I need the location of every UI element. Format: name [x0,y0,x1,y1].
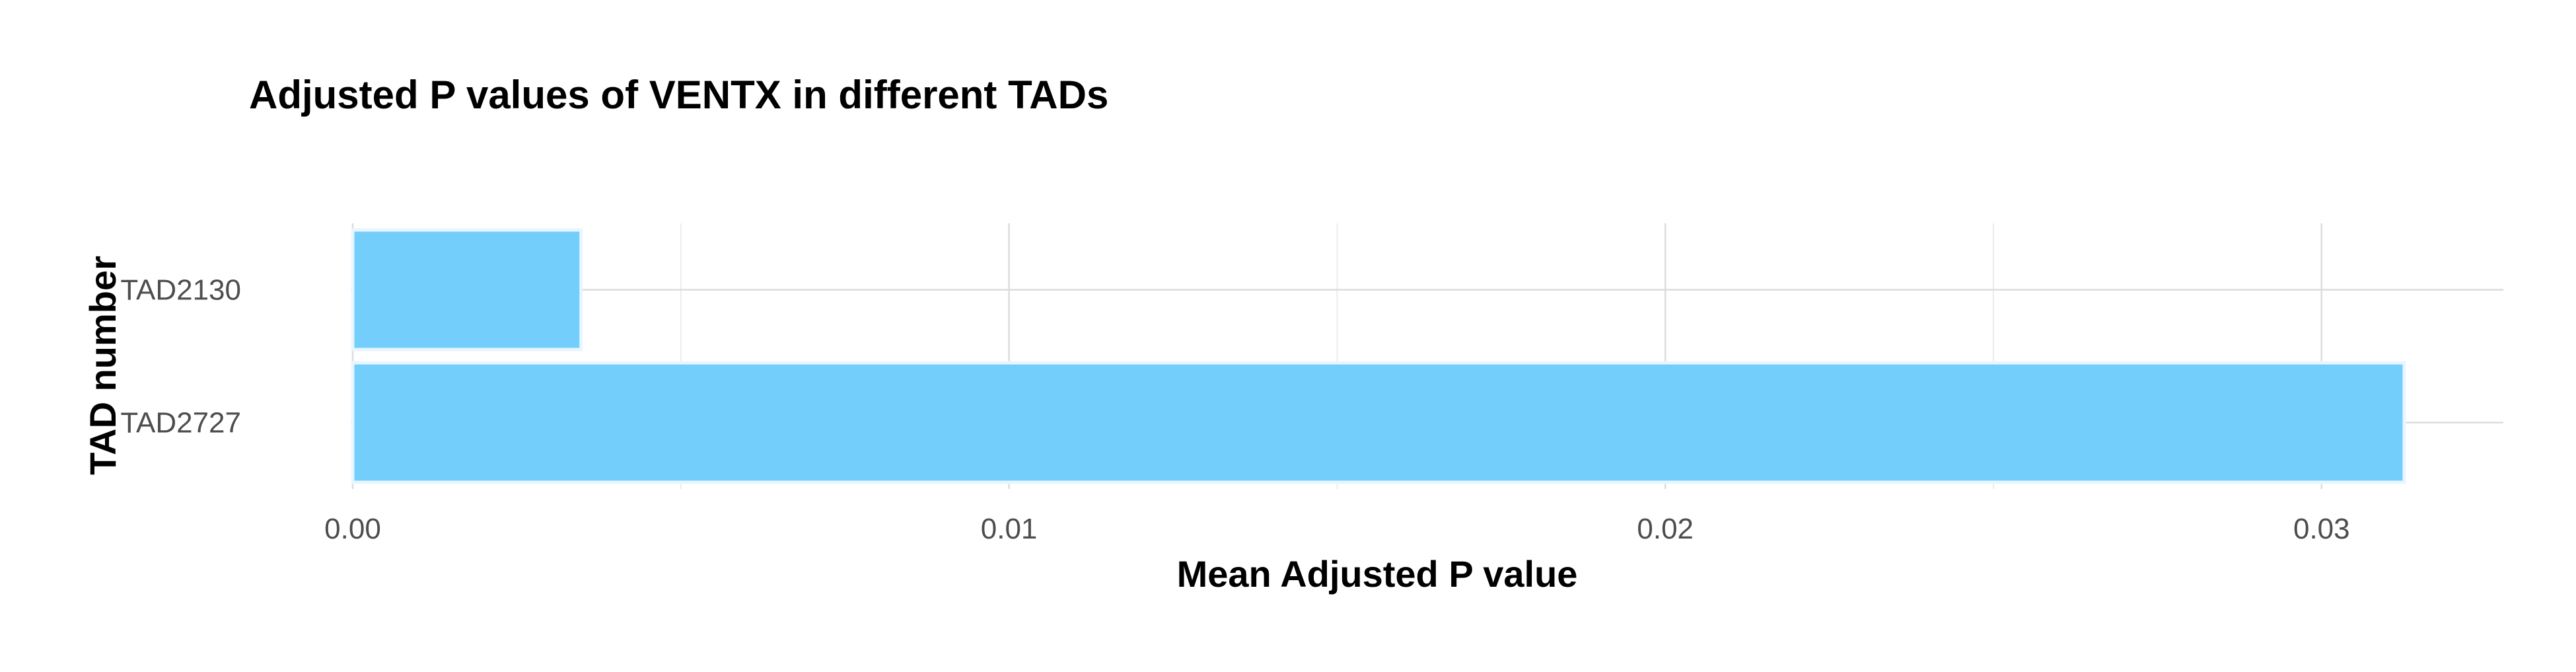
bar-layer [351,228,2406,484]
bar-tad2130 [351,228,583,352]
y-axis-title: TAD number [82,256,124,475]
bar-tad2727 [351,361,2406,484]
y-tick-label: TAD2727 [120,407,241,439]
chart-title: Adjusted P values of VENTX in different … [249,73,1108,117]
x-tick-label: 0.02 [1637,513,1694,545]
x-tick-label: 0.03 [2293,513,2350,545]
x-axis-title: Mean Adjusted P value [1177,553,1578,595]
x-tick-label: 0.01 [981,513,1038,545]
y-tick-label: TAD2130 [120,274,241,307]
tick-layer: 0.00 0.01 0.02 0.03 TAD2130 TAD2727 [120,274,2349,546]
x-tick-label: 0.00 [324,513,381,545]
